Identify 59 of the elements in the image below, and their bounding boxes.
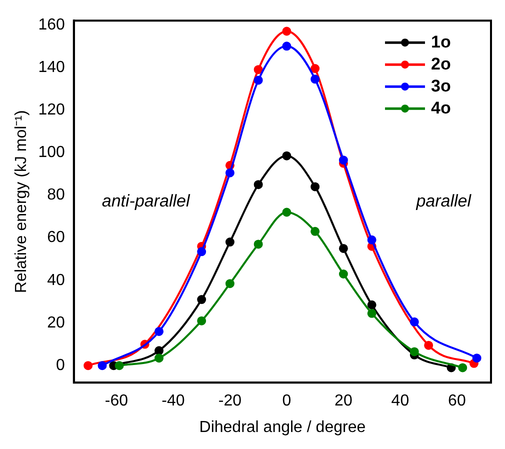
- point: [472, 354, 482, 363]
- point: [458, 363, 468, 372]
- y-tick-label: 20: [47, 314, 65, 332]
- point: [225, 238, 234, 247]
- x-axis-title: Dihedral angle / degree: [199, 418, 366, 436]
- point: [154, 346, 164, 356]
- annotation: parallel: [415, 191, 472, 210]
- y-axis-title: Relative energy (kJ mol⁻¹): [13, 110, 30, 294]
- point: [254, 240, 263, 249]
- point: [154, 354, 164, 363]
- y-tick-label: 40: [47, 272, 65, 289]
- point: [114, 361, 124, 370]
- point: [410, 317, 419, 326]
- y-tick-label: 140: [38, 58, 65, 76]
- legend-label: 4o: [431, 98, 451, 118]
- point: [254, 76, 263, 85]
- point: [367, 235, 376, 244]
- point: [197, 316, 206, 326]
- point: [367, 308, 376, 318]
- legend-label: 1o: [431, 32, 451, 52]
- point: [282, 151, 292, 160]
- point: [197, 247, 206, 256]
- point: [410, 347, 419, 356]
- y-tick-label: 100: [38, 144, 65, 162]
- x-tick-label: -40: [162, 392, 185, 410]
- point: [282, 26, 292, 36]
- point: [310, 64, 320, 74]
- point: [338, 244, 348, 253]
- point: [338, 270, 348, 278]
- legend-label: 3o: [431, 76, 451, 96]
- point: [424, 340, 434, 350]
- point: [310, 74, 320, 84]
- x-tick-label: -20: [218, 392, 242, 410]
- point: [98, 361, 107, 370]
- point: [225, 279, 234, 288]
- point: [254, 65, 263, 74]
- y-tick-label: 80: [47, 186, 65, 204]
- annotation: anti-parallel: [102, 191, 191, 210]
- point: [84, 361, 93, 370]
- x-tick-label: 40: [391, 392, 410, 410]
- y-tick-label: 60: [47, 229, 65, 246]
- point: [154, 326, 164, 336]
- point: [197, 295, 206, 304]
- point: [310, 182, 320, 192]
- point: [225, 168, 234, 178]
- x-tick-label: 60: [448, 392, 466, 410]
- point: [282, 42, 292, 51]
- x-tick-label: 0: [282, 392, 292, 410]
- point: [367, 300, 376, 310]
- y-tick-label: 0: [56, 356, 65, 374]
- x-tick-label: -60: [104, 392, 128, 410]
- x-tick-label: 20: [334, 392, 352, 410]
- point: [254, 180, 263, 190]
- y-tick-label: 120: [38, 101, 65, 118]
- point: [310, 226, 320, 236]
- legend-label: 2o: [431, 54, 451, 74]
- point: [338, 156, 348, 165]
- y-tick-label: 160: [38, 16, 65, 34]
- point: [282, 208, 292, 217]
